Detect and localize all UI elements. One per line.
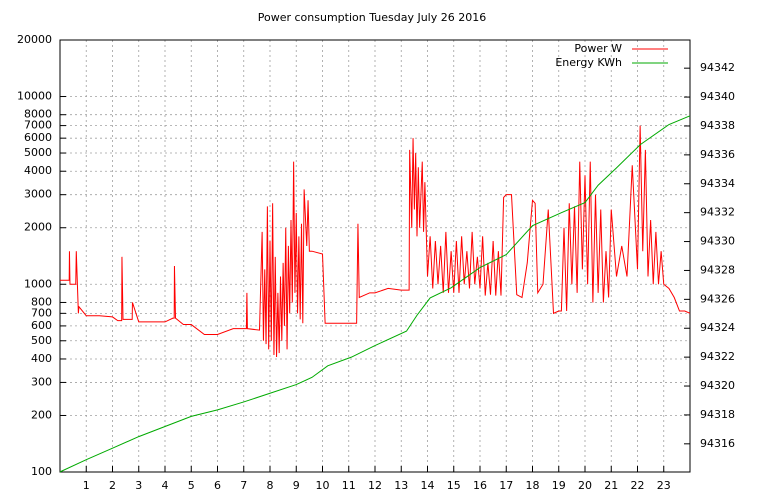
- series-line: [60, 125, 691, 357]
- y-tick-label: 2000: [24, 221, 52, 234]
- x-tick-label: 23: [657, 479, 671, 492]
- x-tick-label: 16: [473, 479, 487, 492]
- x-tick-label: 1: [83, 479, 90, 492]
- x-tick-label: 19: [552, 479, 566, 492]
- x-tick-label: 4: [162, 479, 169, 492]
- chart-title: Power consumption Tuesday July 26 2016: [258, 11, 487, 24]
- x-tick-label: 9: [293, 479, 300, 492]
- y-tick-label: 3000: [24, 188, 52, 201]
- y2-tick-label: 94334: [700, 177, 735, 190]
- x-tick-label: 7: [240, 479, 247, 492]
- legend-label: Energy KWh: [555, 56, 622, 69]
- y-tick-label: 1000: [24, 277, 52, 290]
- y2-tick-label: 94326: [700, 292, 735, 305]
- x-tick-label: 15: [447, 479, 461, 492]
- y2-tick-label: 94316: [700, 437, 735, 450]
- y2-tick-label: 94330: [700, 235, 735, 248]
- x-tick-label: 11: [342, 479, 356, 492]
- series-line: [59, 115, 691, 473]
- x-tick-label: 17: [499, 479, 513, 492]
- y-tick-label: 600: [31, 319, 52, 332]
- y-tick-label: 6000: [24, 131, 52, 144]
- x-tick-label: 20: [578, 479, 592, 492]
- plot-frame: [59, 39, 691, 473]
- x-tick-label: 21: [604, 479, 618, 492]
- y-tick-label: 7000: [24, 119, 52, 132]
- y-tick-label: 800: [31, 295, 52, 308]
- x-tick-label: 10: [316, 479, 330, 492]
- y-tick-label: 300: [31, 375, 52, 388]
- x-tick-label: 2: [109, 479, 116, 492]
- x-tick-label: 8: [267, 479, 274, 492]
- y2-tick-label: 94336: [700, 148, 735, 161]
- y-tick-label: 400: [31, 352, 52, 365]
- x-tick-label: 12: [368, 479, 382, 492]
- legend-label: Power W: [574, 42, 622, 55]
- y2-tick-label: 94324: [700, 321, 735, 334]
- y-tick-label: 4000: [24, 164, 52, 177]
- x-tick-label: 18: [526, 479, 540, 492]
- y2-tick-label: 94338: [700, 119, 735, 132]
- y-tick-label: 10000: [17, 90, 52, 103]
- x-tick-label: 5: [188, 479, 195, 492]
- y2-tick-label: 94340: [700, 90, 735, 103]
- y2-tick-label: 94342: [700, 61, 735, 74]
- y2-tick-label: 94332: [700, 206, 735, 219]
- y-tick-label: 5000: [24, 146, 52, 159]
- y-tick-label: 8000: [24, 108, 52, 121]
- x-tick-label: 14: [421, 479, 435, 492]
- y-tick-label: 100: [31, 465, 52, 478]
- y2-tick-label: 94318: [700, 408, 735, 421]
- x-tick-label: 6: [214, 479, 221, 492]
- y-tick-label: 200: [31, 408, 52, 421]
- x-tick-label: 3: [135, 479, 142, 492]
- y2-tick-label: 94328: [700, 263, 735, 276]
- y2-tick-label: 94320: [700, 379, 735, 392]
- y-tick-label: 500: [31, 334, 52, 347]
- y-tick-label: 700: [31, 306, 52, 319]
- x-tick-label: 13: [394, 479, 408, 492]
- x-tick-label: 22: [631, 479, 645, 492]
- y-tick-label: 20000: [17, 33, 52, 46]
- y2-tick-label: 94322: [700, 350, 735, 363]
